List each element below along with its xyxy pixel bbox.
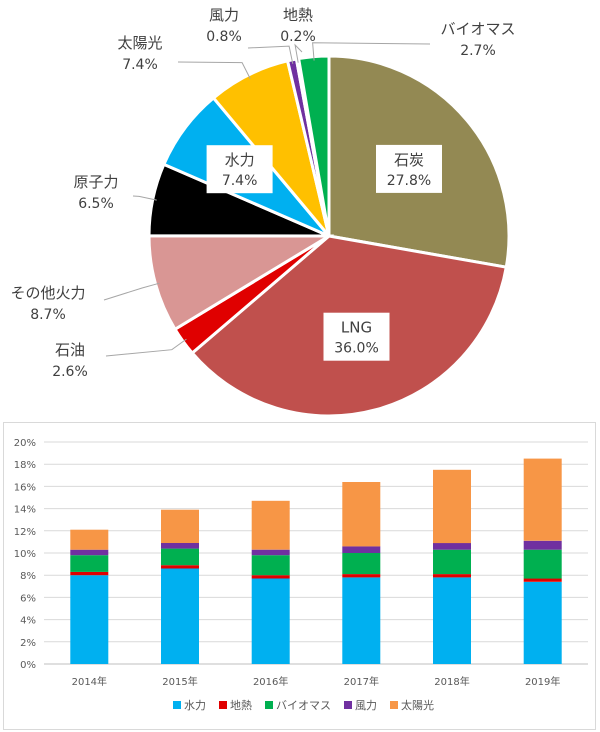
bar-segment--4 (342, 482, 381, 547)
y-tick-label: 4% (20, 616, 36, 627)
y-tick-label: 12% (14, 527, 36, 538)
legend-label: 地熱 (230, 699, 252, 712)
pie-slice-label: 原子力 (73, 173, 118, 191)
x-tick-label: 2016年 (253, 675, 288, 688)
bar-segment--5 (433, 543, 471, 550)
pie-leader-line (105, 338, 187, 357)
gridlines (44, 441, 588, 665)
legend-label: 水力 (184, 699, 206, 712)
x-tick-label: 2018年 (434, 675, 469, 688)
pie-slice-label: 風力 (209, 6, 239, 24)
x-tick-label: 2017年 (344, 675, 379, 688)
bar-segment--2 (161, 565, 199, 569)
x-tick-label: 2019年 (525, 675, 560, 688)
y-tick-label: 2% (20, 638, 36, 649)
bar-segment--2 (161, 568, 199, 664)
bar-segment--5 (433, 549, 471, 575)
pie-slice-label: LNG (341, 319, 372, 337)
legend-label: 太陽光 (401, 698, 434, 712)
legend-swatch (219, 701, 227, 709)
pie-slice-value: 7.4% (222, 173, 258, 189)
y-tick-label: 10% (14, 549, 36, 560)
pie-chart: 石炭 27.8% LNG 36.0% 石油 2.6% その他火力 8.7% 原子力 6.5% 水力 7… (10, 6, 516, 418)
bar-segment--6 (523, 581, 562, 664)
bar-segment--1 (70, 555, 109, 572)
pie-slice-value: 6.5% (78, 196, 114, 212)
pie-leader-line (294, 43, 303, 63)
pie-slice-label: その他火力 (10, 284, 85, 302)
y-tick-label: 14% (14, 505, 36, 516)
pie-slice-value: 27.8% (387, 173, 431, 189)
legend-label: 風力 (355, 699, 377, 712)
bar-segment--6 (523, 540, 562, 550)
bar-segment--4 (342, 553, 381, 575)
bar-segment--1 (70, 571, 109, 576)
y-tick-label: 18% (14, 460, 36, 471)
pie-leader-lines (103, 42, 431, 357)
pie-slice-label: 石油 (55, 341, 85, 359)
bar-segment--3 (251, 578, 290, 664)
y-axis-ticks: 0% 2% 4% 6% 8% 10% 12% 14% 16% 18% 20% (14, 438, 36, 671)
pie-slice-value: 8.7% (30, 307, 66, 323)
y-tick-label: 8% (20, 571, 36, 582)
x-tick-label: 2015年 (162, 675, 197, 688)
pie-labels: 石炭 27.8% LNG 36.0% 石油 2.6% その他火力 8.7% 原子力 6.5% 水力 7… (10, 6, 515, 380)
pie-slice-value: 36.0% (334, 341, 378, 357)
pie-leader-line (103, 282, 160, 301)
pie-slices (147, 54, 511, 418)
pie-slice-label: 水力 (225, 151, 255, 169)
pie-leader-line (177, 61, 251, 79)
legend-swatch (265, 701, 273, 709)
bar-segment--1 (70, 549, 109, 556)
pie-slice-label: 太陽光 (117, 34, 162, 52)
bar-segment--2 (161, 548, 199, 566)
legend: 水力 地熱 バイオマス 風力 太陽光 (173, 698, 434, 712)
pie-label-box (206, 145, 273, 194)
legend-label: バイオマス (276, 699, 331, 712)
bar-segment--6 (523, 549, 562, 579)
pie-leader-line (312, 42, 431, 61)
bars (70, 458, 562, 664)
bar-segment--1 (70, 575, 109, 664)
bar-segment--2 (161, 509, 199, 543)
pie-label-box (376, 144, 442, 193)
pie-slice-label: 石炭 (394, 151, 424, 169)
bar-segment--2 (161, 543, 199, 549)
legend-swatch (173, 701, 181, 709)
y-tick-label: 16% (14, 482, 36, 493)
bar-segment--6 (523, 578, 562, 582)
bar-segment--5 (433, 469, 471, 544)
legend-swatch (390, 701, 398, 709)
pie-leader-line (132, 195, 157, 201)
y-tick-label: 0% (20, 660, 36, 671)
bar-segment--5 (433, 574, 471, 578)
pie-slice-label: バイオマス (440, 20, 515, 38)
pie-slice-value: 0.2% (280, 29, 316, 45)
pie-slice-value: 7.4% (122, 57, 158, 73)
y-tick-label: 20% (14, 438, 36, 449)
bar-segment--3 (251, 555, 290, 576)
x-axis-ticks: 2014年 2015年 2016年 2017年 2018年 2019年 (72, 675, 561, 688)
pie-slice-value: 0.8% (206, 29, 242, 45)
stacked-bar-chart: 0%2%4%6%8%10%12%14%16%18%20% 2014年 2015年 2… (3, 422, 596, 730)
bar-segment--4 (342, 546, 381, 553)
bar-segment--6 (523, 458, 562, 541)
bar-segment--1 (70, 529, 109, 550)
bar-segment--5 (433, 577, 471, 664)
bar-segment--4 (342, 577, 381, 664)
bar-segment--4 (342, 574, 381, 578)
pie-label-box (323, 312, 390, 361)
y-tick-label: 6% (20, 593, 36, 604)
bar-segment--3 (251, 549, 290, 556)
pie-leader-line (247, 45, 294, 64)
legend-swatch (344, 701, 352, 709)
pie-slice-value: 2.6% (52, 364, 88, 380)
pie-slice-label: 地熱 (283, 6, 313, 24)
pie-slice-value: 2.7% (460, 43, 496, 59)
bar-segment--3 (251, 500, 290, 550)
bar-segment--3 (251, 575, 290, 579)
x-tick-label: 2014年 (72, 675, 107, 688)
